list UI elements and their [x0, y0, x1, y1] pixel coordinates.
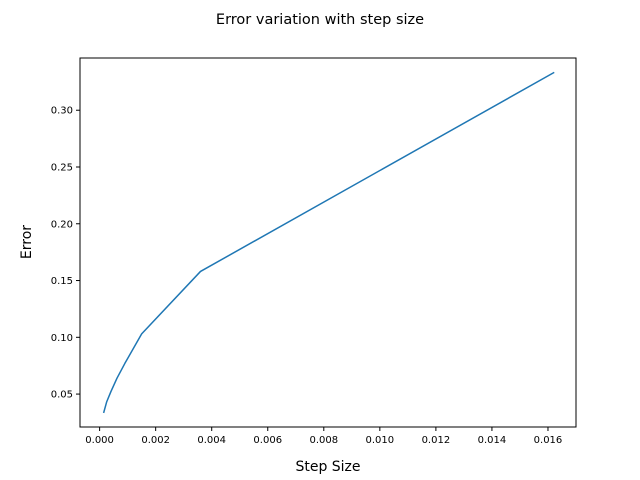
x-tick-label: 0.016 — [534, 435, 563, 446]
y-tick-label: 0.10 — [51, 333, 73, 344]
x-tick-label: 0.008 — [309, 435, 338, 446]
y-tick-label: 0.15 — [51, 276, 73, 287]
y-axis-label: Error — [19, 225, 35, 259]
y-tick-label: 0.20 — [51, 219, 73, 230]
y-tick-label: 0.25 — [51, 162, 73, 173]
y-axis-ticks: 0.05 0.10 0.15 0.20 0.25 0.30 — [51, 106, 80, 401]
x-tick-label: 0.012 — [422, 435, 451, 446]
y-tick-label: 0.05 — [51, 390, 73, 401]
x-axis-label: Step Size — [295, 459, 360, 475]
x-tick-label: 0.004 — [197, 435, 226, 446]
x-tick-label: 0.006 — [253, 435, 282, 446]
series-layer — [102, 71, 555, 414]
y-tick-label: 0.30 — [51, 106, 73, 117]
x-tick-label: 0.014 — [478, 435, 507, 446]
chart-title: Error variation with step size — [216, 12, 424, 28]
x-tick-label: 0.010 — [366, 435, 395, 446]
plot-frame — [79, 57, 577, 428]
x-tick-label: 0.002 — [141, 435, 170, 446]
series-line — [102, 71, 555, 414]
x-axis-ticks: 0.000 0.002 0.004 0.006 0.008 0.010 0.012 0.014… — [85, 427, 562, 446]
plot-area: 0.000 0.002 0.004 0.006 0.008 0.010 0.012 0.014… — [51, 57, 577, 446]
x-tick-label: 0.000 — [85, 435, 114, 446]
